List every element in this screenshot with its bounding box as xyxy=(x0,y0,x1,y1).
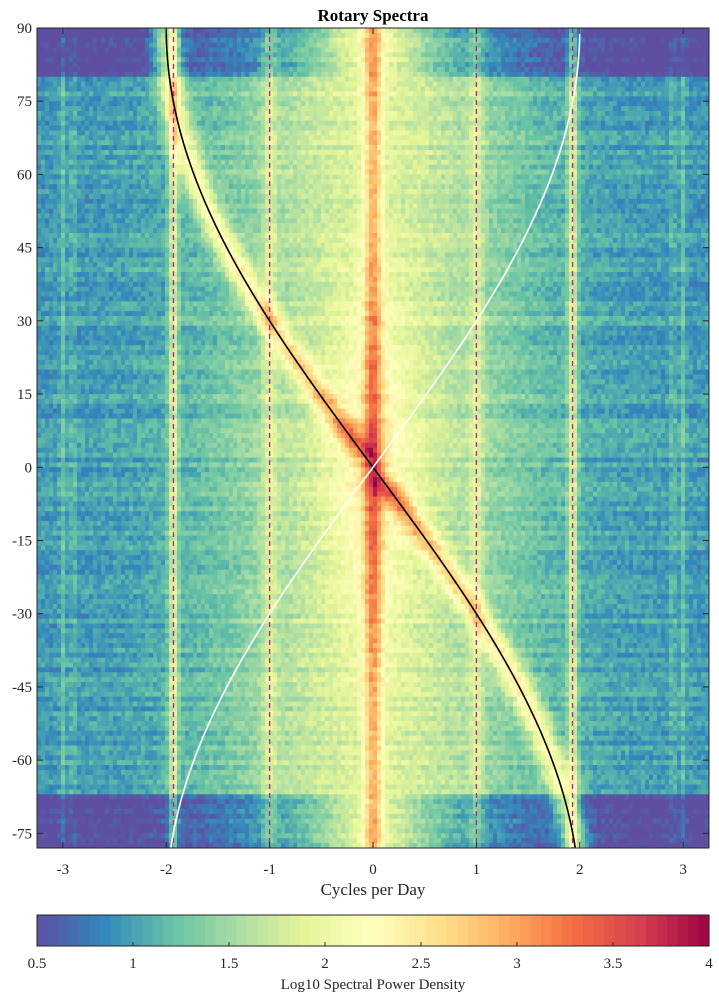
y-tick-label: 15 xyxy=(17,387,32,403)
colorbar-segment xyxy=(258,915,269,946)
colorbar-segment xyxy=(636,915,647,946)
colorbar-segment xyxy=(321,915,332,946)
colorbar-segment xyxy=(541,915,552,946)
y-tick-label: -30 xyxy=(12,607,32,623)
colorbar-segment xyxy=(573,915,584,946)
x-tick-label: 0 xyxy=(369,862,377,878)
x-tick-label: -1 xyxy=(263,862,276,878)
colorbar-tick-label: 0.5 xyxy=(28,956,47,972)
colorbar-segment xyxy=(310,915,321,946)
colorbar-segment xyxy=(384,915,395,946)
y-tick-label: -75 xyxy=(12,826,32,842)
y-tick-label: -60 xyxy=(12,753,32,769)
colorbar-segment xyxy=(153,915,164,946)
colorbar-segment xyxy=(667,915,678,946)
colorbar-segment xyxy=(132,915,143,946)
colorbar-segment xyxy=(405,915,416,946)
x-tick-label: -3 xyxy=(57,862,70,878)
colorbar-segment xyxy=(520,915,531,946)
colorbar-segment xyxy=(100,915,111,946)
colorbar-segment xyxy=(226,915,237,946)
y-tick-label: 0 xyxy=(25,460,33,476)
colorbar-segment xyxy=(678,915,689,946)
colorbar-segment xyxy=(625,915,636,946)
heatmap-layer xyxy=(37,28,710,849)
colorbar-segment xyxy=(489,915,500,946)
colorbar-segment xyxy=(247,915,258,946)
chart-title: Rotary Spectra xyxy=(318,6,429,25)
colorbar-segment xyxy=(205,915,216,946)
colorbar-segment xyxy=(699,915,710,946)
y-tick-label: 60 xyxy=(17,167,32,183)
colorbar-segment xyxy=(499,915,510,946)
colorbar-segment xyxy=(394,915,405,946)
colorbar-segment xyxy=(216,915,227,946)
y-tick-label: 75 xyxy=(17,94,32,110)
colorbar-segment xyxy=(237,915,248,946)
colorbar-segment xyxy=(657,915,668,946)
x-tick-label: 3 xyxy=(679,862,687,878)
colorbar-segment xyxy=(415,915,426,946)
colorbar-segment xyxy=(90,915,101,946)
colorbar-segment xyxy=(457,915,468,946)
colorbar-segment xyxy=(48,915,59,946)
x-tick-label: 1 xyxy=(473,862,481,878)
colorbar-segment xyxy=(300,915,311,946)
x-axis-label: Cycles per Day xyxy=(321,880,426,899)
colorbar-segment xyxy=(121,915,132,946)
colorbar xyxy=(37,915,710,946)
colorbar-segment xyxy=(583,915,594,946)
colorbar-segment xyxy=(69,915,80,946)
y-tick-label: 90 xyxy=(17,21,32,37)
colorbar-tick-label: 3 xyxy=(513,956,521,972)
colorbar-segment xyxy=(142,915,153,946)
colorbar-segment xyxy=(562,915,573,946)
y-tick-label: 30 xyxy=(17,314,32,330)
colorbar-tick-label: 2.5 xyxy=(412,956,431,972)
colorbar-segment xyxy=(37,915,48,946)
x-tick-label: 2 xyxy=(576,862,584,878)
colorbar-segment xyxy=(195,915,206,946)
colorbar-segment xyxy=(289,915,300,946)
x-tick-label: -2 xyxy=(160,862,173,878)
colorbar-segment xyxy=(552,915,563,946)
y-tick-label: -45 xyxy=(12,680,32,696)
colorbar-segment xyxy=(279,915,290,946)
colorbar-segment xyxy=(468,915,479,946)
colorbar-tick-label: 1.5 xyxy=(220,956,239,972)
colorbar-segment xyxy=(436,915,447,946)
colorbar-segment xyxy=(594,915,605,946)
colorbar-segment xyxy=(373,915,384,946)
colorbar-segment xyxy=(268,915,279,946)
y-tick-label: 45 xyxy=(17,241,32,257)
colorbar-segment xyxy=(352,915,363,946)
colorbar-label: Log10 Spectral Power Density xyxy=(281,977,466,993)
colorbar-segment xyxy=(615,915,626,946)
colorbar-segment xyxy=(447,915,458,946)
colorbar-segment xyxy=(163,915,174,946)
colorbar-tick-label: 4 xyxy=(705,956,713,972)
colorbar-segment xyxy=(184,915,195,946)
colorbar-segment xyxy=(426,915,437,946)
colorbar-segment xyxy=(58,915,69,946)
colorbar-segment xyxy=(331,915,342,946)
colorbar-segment xyxy=(363,915,374,946)
colorbar-segment xyxy=(111,915,122,946)
colorbar-segment xyxy=(646,915,657,946)
y-tick-label: -15 xyxy=(12,534,32,550)
colorbar-segment xyxy=(174,915,185,946)
colorbar-segment xyxy=(342,915,353,946)
colorbar-segment xyxy=(688,915,699,946)
colorbar-segment xyxy=(604,915,615,946)
colorbar-segment xyxy=(79,915,90,946)
colorbar-tick-label: 1 xyxy=(129,956,137,972)
colorbar-segment xyxy=(531,915,542,946)
colorbar-tick-label: 2 xyxy=(321,956,329,972)
colorbar-segment xyxy=(510,915,521,946)
colorbar-segment xyxy=(478,915,489,946)
colorbar-tick-label: 3.5 xyxy=(604,956,623,972)
